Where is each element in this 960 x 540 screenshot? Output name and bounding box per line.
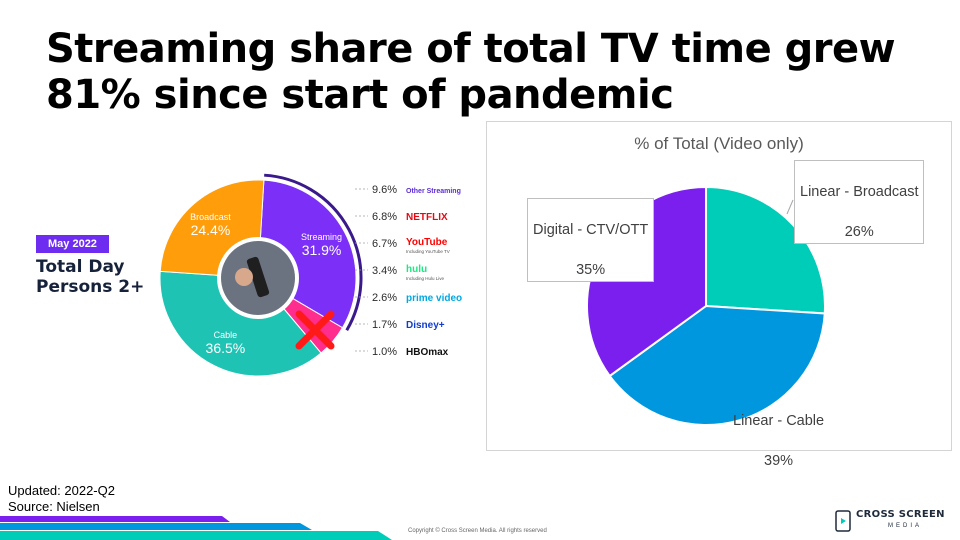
breakdown-sub-youtube: Including YouTube TV [406, 249, 450, 254]
callout-cable: Linear - Cable 39% [728, 390, 829, 472]
footer-stripes [0, 516, 392, 540]
streaming-outer-ring [264, 173, 363, 332]
logo-sub: MEDIA [888, 523, 923, 529]
breakdown-name-other-streaming: Other Streaming [406, 188, 461, 195]
donut-label-cable: Cable [214, 330, 238, 340]
donut-label-broadcast: Broadcast [190, 212, 231, 222]
nielsen-donut-panel: May 2022 Total Day Persons 2+ Streaming 3… [30, 165, 480, 380]
callout-broadcast-value: 26% [844, 224, 874, 240]
breakdown-name-disney: Disney+ [406, 320, 445, 331]
logo-name: CROSS SCREEN [856, 509, 945, 520]
breakdown-name-hbomax: HBOmax [406, 347, 449, 358]
breakdown-value-prime-video: 2.6% [372, 292, 397, 304]
breakdown-value-other-streaming: 9.6% [372, 184, 397, 196]
breakdown-name-hulu: hulu [406, 264, 427, 275]
breakdown-name-netflix: NETFLIX [406, 212, 448, 223]
donut-value-broadcast: 24.4% [191, 222, 231, 238]
chart-title: % of Total (Video only) [634, 134, 804, 153]
pie-slice-linear-cable [608, 304, 826, 426]
source-note: Source: Nielsen [8, 499, 100, 514]
stripe-teal [0, 531, 392, 540]
red-x-icon [295, 310, 335, 350]
callout-broadcast-label: Linear - Broadcast [800, 184, 919, 200]
donut-value-cable: 36.5% [206, 340, 246, 356]
date-badge: May 2022 [36, 235, 109, 253]
page-title: Streaming share of total TV time grew 81… [46, 26, 896, 118]
breakdown-value-disney: 1.7% [372, 319, 397, 331]
callout-digital-value: 35% [576, 262, 606, 278]
donut-label-streaming: Streaming [301, 232, 342, 242]
breakdown-value-youtube: 6.7% [372, 238, 397, 250]
hand-shape [235, 268, 253, 286]
pie-slice-linear-broadcast [705, 185, 826, 315]
copyright-text: Copyright © Cross Screen Media. All righ… [408, 528, 547, 534]
audience-heading: Total Day Persons 2+ [36, 257, 145, 297]
breakdown-name-youtube: YouTube [406, 237, 448, 248]
stripe-purple [0, 516, 230, 522]
leader-line-broadcast [786, 199, 794, 215]
callout-broadcast: Linear - Broadcast 26% [794, 160, 925, 244]
breakdown-value-hbomax: 1.0% [372, 346, 397, 358]
breakdown-name-prime-video: prime video [406, 293, 462, 304]
remote-icon [246, 256, 270, 298]
breakdown-value-hulu: 3.4% [372, 265, 397, 277]
breakdown-value-netflix: 6.8% [372, 211, 397, 223]
callout-cable-value: 39% [764, 453, 794, 469]
updated-note: Updated: 2022-Q2 [8, 483, 115, 498]
video-share-chart: % of Total (Video only) Digital - CTV/OT… [486, 121, 952, 469]
cross-screen-logo: CROSS SCREEN MEDIA [834, 506, 954, 536]
donut-value-streaming: 31.9% [302, 242, 342, 258]
breakdown-sub-hulu: Including Hulu Live [406, 276, 445, 281]
callout-digital-label: Digital - CTV/OTT [533, 222, 649, 238]
callout-cable-label: Linear - Cable [733, 413, 825, 429]
callout-digital: Digital - CTV/OTT 35% [527, 198, 655, 282]
logo-screen-icon [835, 510, 851, 532]
stripe-blue [0, 523, 312, 530]
